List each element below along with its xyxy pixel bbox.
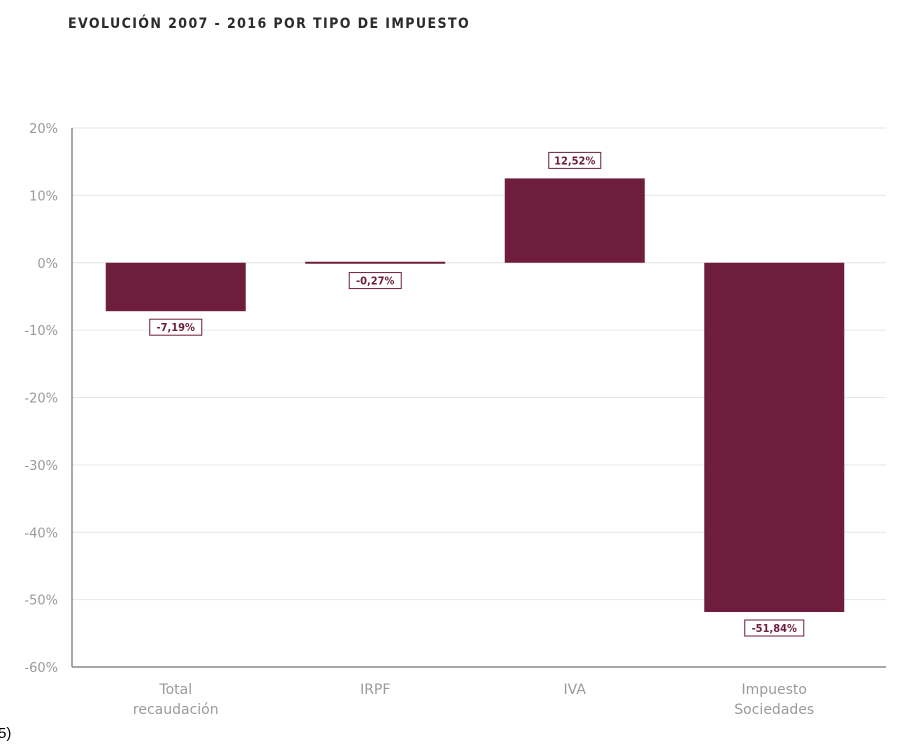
x-category-label: IRPF	[360, 682, 390, 698]
x-category-label-line: Total	[158, 682, 192, 698]
data-label: -7,19%	[157, 321, 196, 334]
data-label-box	[348, 272, 402, 290]
bar	[504, 178, 645, 263]
bars	[105, 178, 845, 613]
x-category-label: Impuesto Sociedades	[734, 682, 814, 718]
y-tick-label: -10%	[24, 324, 58, 339]
y-tick-label: -20%	[24, 392, 58, 407]
x-category-label: Total recaudación	[133, 682, 219, 718]
data-label: -0,27%	[356, 275, 395, 288]
y-tick-label: -30%	[24, 459, 58, 474]
y-tick-label: 0%	[37, 257, 58, 272]
data-label-box	[149, 318, 203, 336]
x-category-label: IVA	[564, 682, 587, 698]
x-category-label-line: Sociedades	[734, 702, 814, 718]
bar	[305, 261, 446, 264]
x-axis-categories: Total recaudación IRPF IVA Impuesto Sociedade…	[133, 682, 814, 718]
x-category-label-line: IVA	[564, 682, 587, 698]
cropped-text-fragment: 5)	[0, 725, 11, 742]
data-label-box	[548, 151, 602, 169]
chart-title: EVOLUCIÓN 2007 - 2016 POR TIPO DE IMPUES…	[68, 14, 470, 32]
data-label: 12,52%	[554, 154, 595, 167]
data-labels: -7,19% -0,27% 12,52% -51,84%	[149, 151, 805, 637]
bar	[704, 262, 845, 613]
y-axis-ticks: 20% 10% 0% -10% -20% -30% -40% -50% -60%	[24, 122, 58, 676]
y-tick-label: 20%	[29, 122, 58, 137]
data-label-box	[744, 619, 805, 637]
data-label: -51,84%	[752, 622, 797, 635]
bar	[105, 262, 246, 312]
y-tick-label: -50%	[24, 594, 58, 609]
x-category-label-line: IRPF	[360, 682, 390, 698]
y-tick-label: -60%	[24, 661, 58, 676]
y-tick-label: -40%	[24, 526, 58, 541]
x-category-label-line: recaudación	[133, 702, 219, 718]
x-category-label-line: Impuesto	[742, 682, 808, 698]
y-tick-label: 10%	[29, 189, 58, 204]
